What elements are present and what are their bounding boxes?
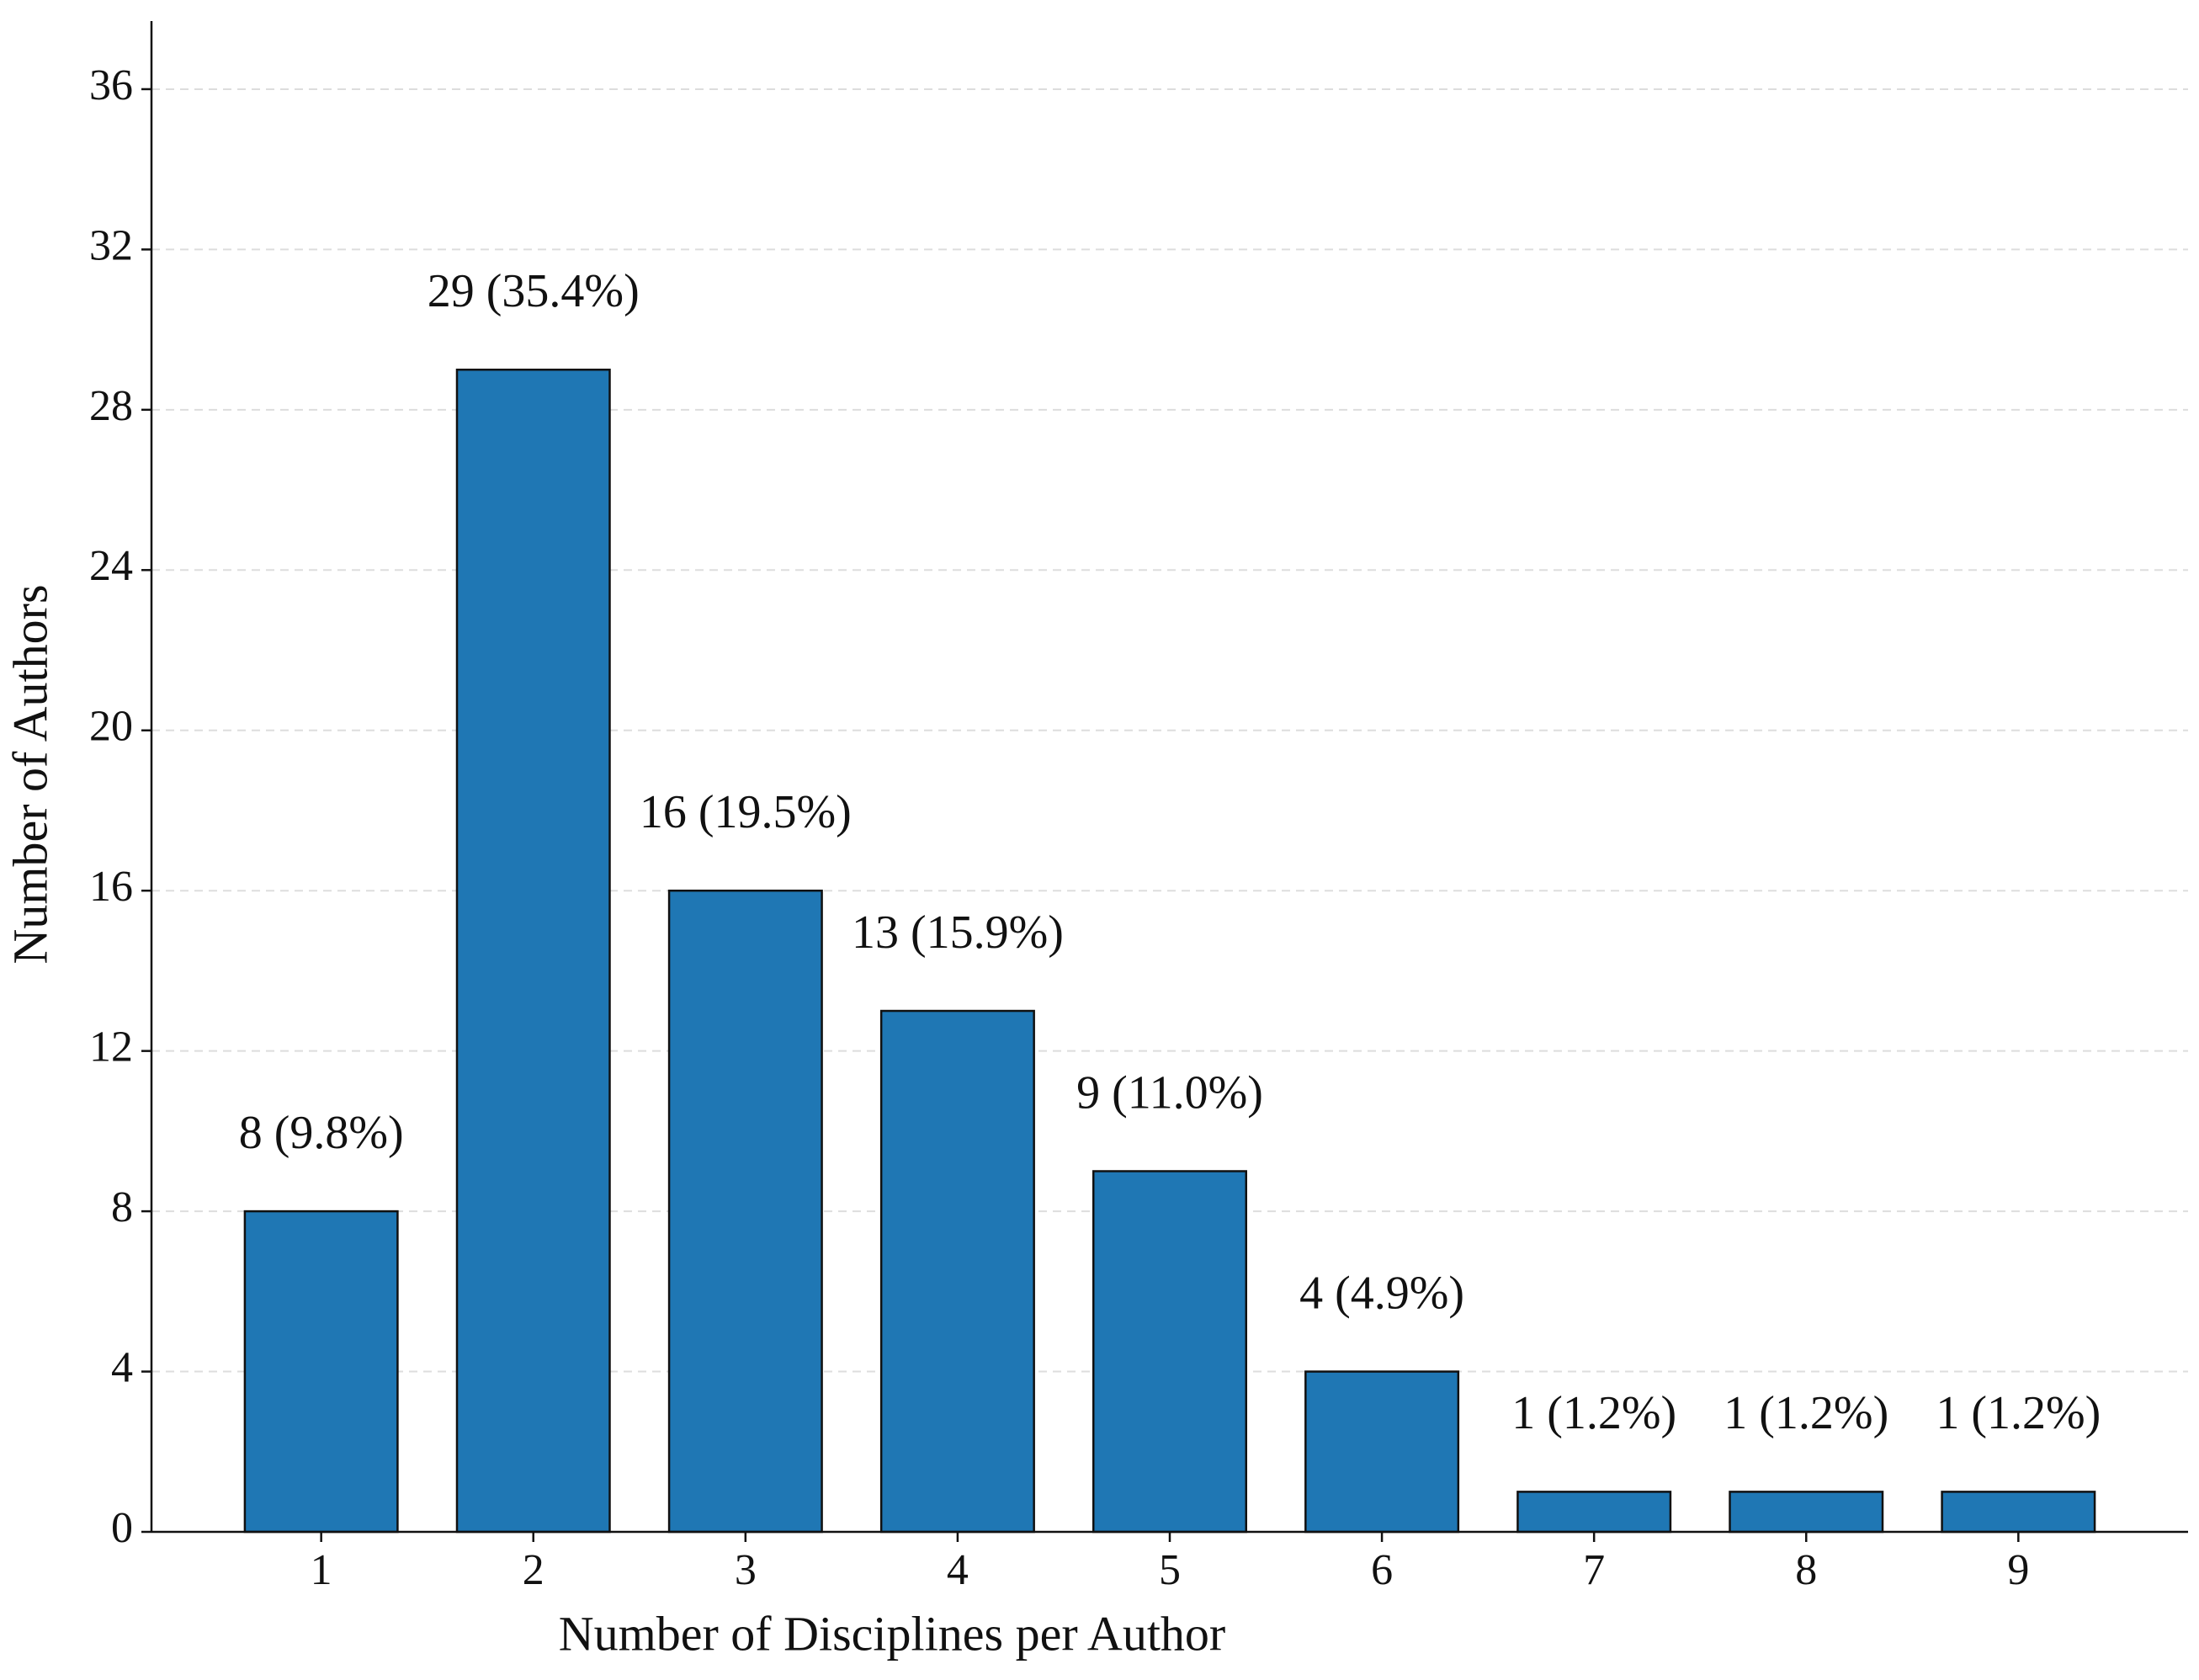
bar — [1092, 1170, 1247, 1534]
y-tick-label: 0 — [111, 1504, 133, 1552]
x-tick-label: 1 — [311, 1546, 332, 1594]
bar — [455, 368, 611, 1534]
y-tick-label: 24 — [89, 542, 133, 590]
value-label: 8 (9.8%) — [239, 1107, 404, 1159]
bar — [1516, 1491, 1672, 1534]
x-tick-label: 8 — [1795, 1546, 1817, 1594]
y-tick-label: 12 — [89, 1023, 133, 1071]
y-tick-label: 4 — [111, 1343, 133, 1391]
value-label: 1 (1.2%) — [1724, 1387, 1888, 1439]
bar — [1941, 1491, 2096, 1534]
y-tick-label: 28 — [89, 382, 133, 430]
x-axis-label: Number of Disciplines per Author — [559, 1606, 1226, 1661]
x-tick-label: 5 — [1159, 1546, 1181, 1594]
y-tick-label: 20 — [89, 703, 133, 751]
value-label: 9 (11.0%) — [1076, 1066, 1263, 1119]
bar — [1729, 1491, 1884, 1534]
value-label: 1 (1.2%) — [1511, 1387, 1676, 1439]
x-tick-label: 4 — [947, 1546, 969, 1594]
bar — [667, 889, 823, 1534]
y-tick-label: 8 — [111, 1183, 133, 1231]
value-label: 16 (19.5%) — [640, 786, 852, 838]
y-axis-label: Number of Authors — [3, 584, 57, 964]
y-tick-label: 16 — [89, 863, 133, 911]
bar — [1304, 1370, 1460, 1534]
x-tick-label: 6 — [1371, 1546, 1393, 1594]
x-tick-label: 7 — [1583, 1546, 1605, 1594]
value-label: 4 (4.9%) — [1299, 1267, 1464, 1319]
value-label: 1 (1.2%) — [1936, 1387, 2101, 1439]
x-tick-label: 2 — [523, 1546, 544, 1594]
value-label: 13 (15.9%) — [852, 906, 1064, 959]
bar — [243, 1209, 399, 1534]
y-tick-label: 32 — [89, 221, 133, 269]
y-tick-label: 36 — [89, 61, 133, 109]
bar — [879, 1009, 1035, 1534]
x-tick-label: 9 — [2007, 1546, 2029, 1594]
x-tick-label: 3 — [735, 1546, 757, 1594]
value-label: 29 (35.4%) — [428, 265, 640, 317]
